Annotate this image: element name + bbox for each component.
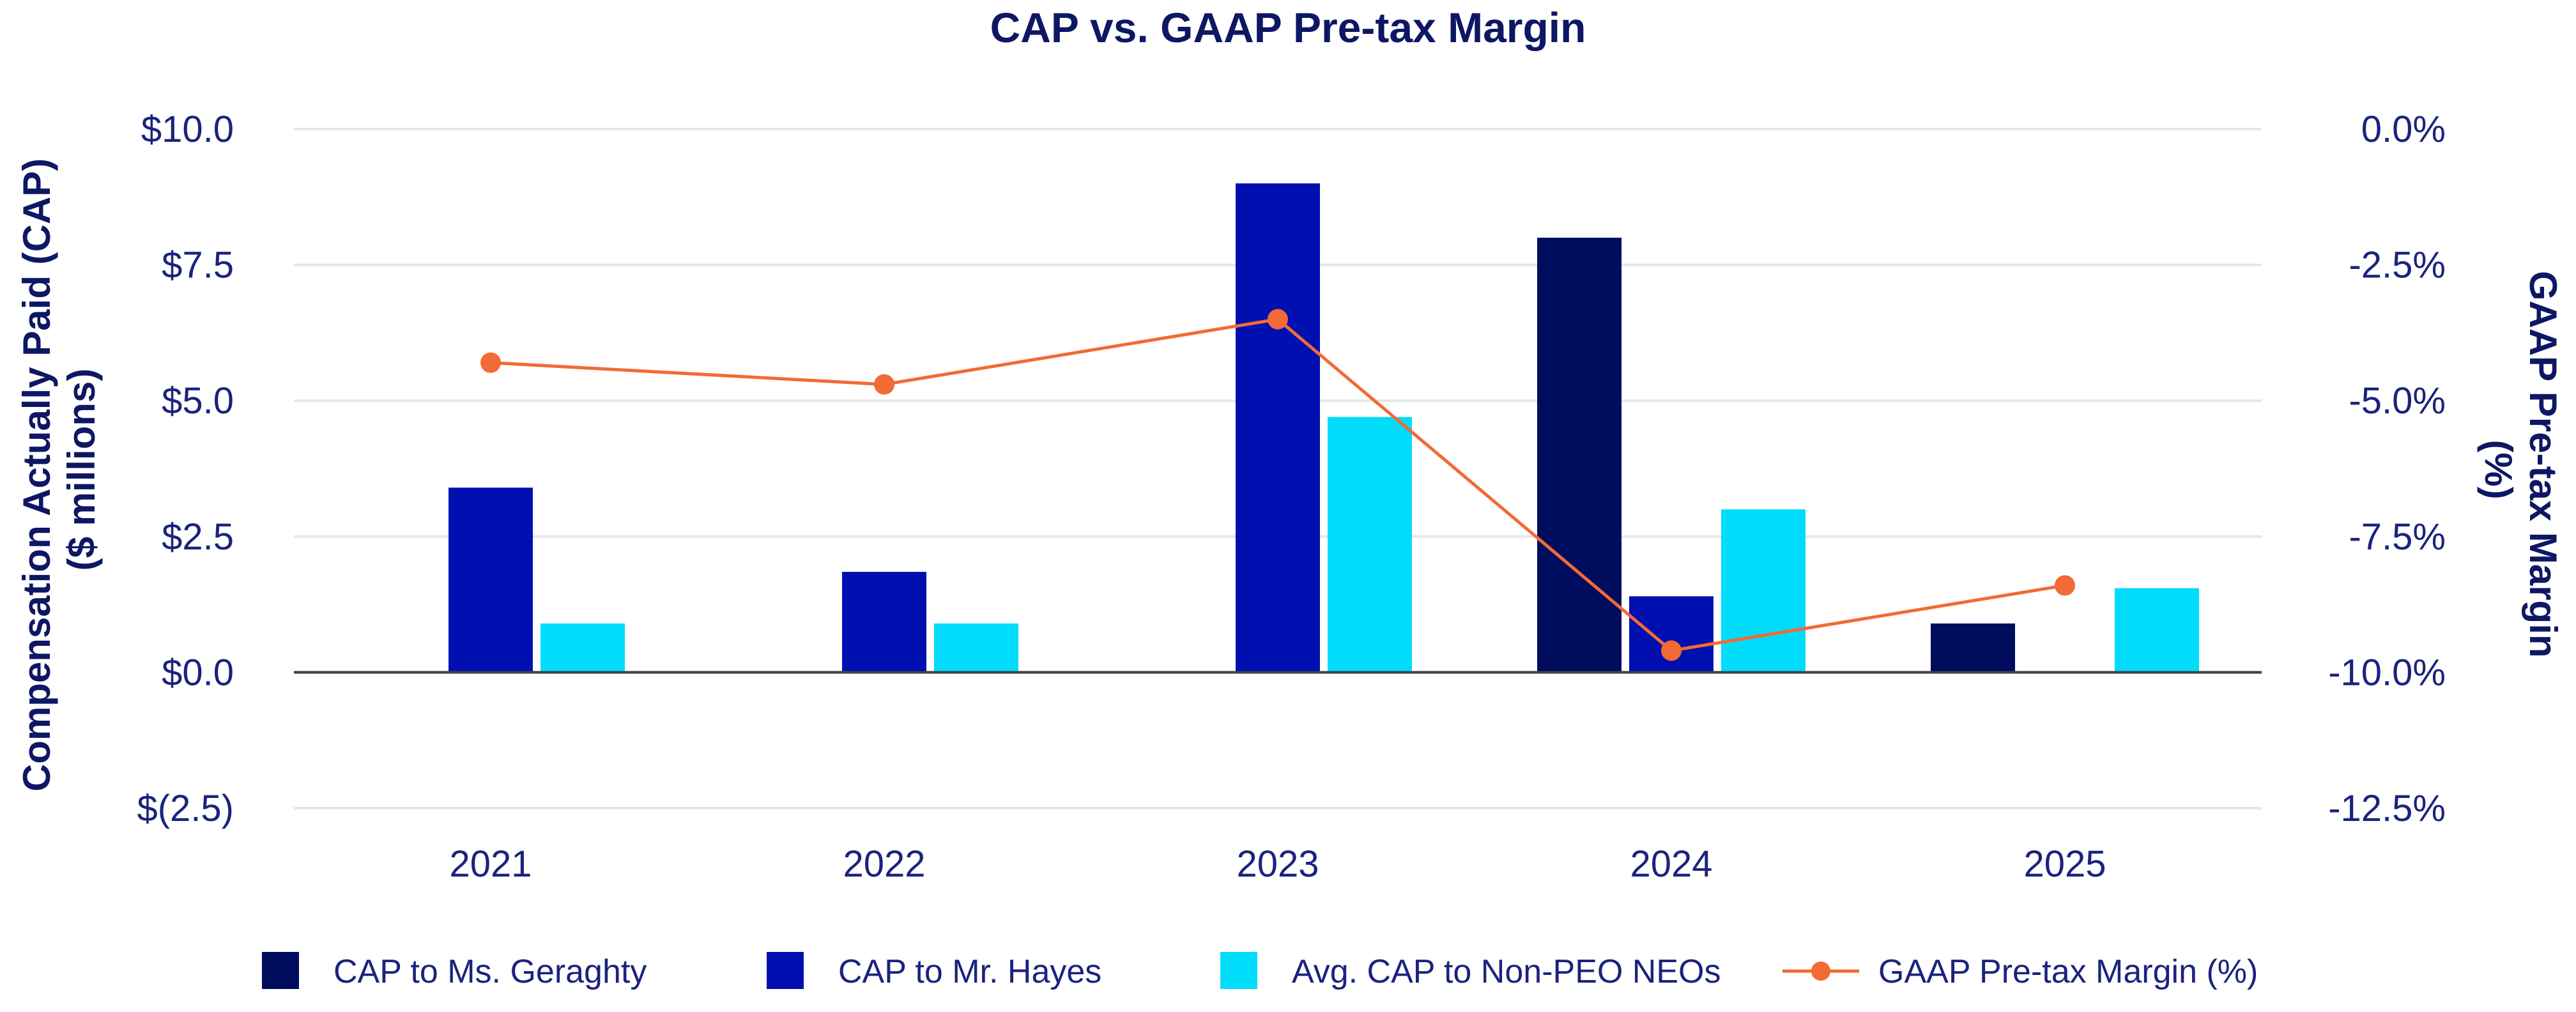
left-tick-label: $5.0	[162, 380, 234, 422]
x-tick-label: 2022	[843, 843, 925, 885]
left-axis-title: Compensation Actually Paid (CAP) ($ mill…	[15, 148, 103, 792]
margin-point-2022	[874, 374, 894, 395]
bar-cap-to-mr-hayes-2022	[842, 572, 926, 673]
legend-swatch	[262, 952, 299, 989]
bars	[294, 183, 2262, 674]
right-axis-title-line1: GAAP Pre-tax Margin	[2522, 271, 2564, 658]
legend-label: CAP to Ms. Geraghty	[334, 953, 647, 990]
margin-point-2024	[1661, 640, 1682, 661]
legend-label: CAP to Mr. Hayes	[838, 953, 1101, 990]
right-tick-label: -12.5%	[2328, 788, 2446, 829]
left-tick-label: $10.0	[141, 109, 234, 150]
bar-avg-cap-to-non-peo-neos-2023	[1328, 417, 1412, 673]
left-tick-label: $(2.5)	[137, 788, 234, 829]
bar-avg-cap-to-non-peo-neos-2024	[1721, 509, 1805, 673]
margin-line	[480, 309, 2075, 661]
chart-title: CAP vs. GAAP Pre-tax Margin	[990, 4, 1586, 51]
legend-marker	[1811, 962, 1830, 981]
bar-avg-cap-to-non-peo-neos-2021	[540, 623, 625, 673]
bar-cap-to-mr-hayes-2024	[1629, 596, 1713, 673]
bar-cap-to-ms-geraghty-2025	[1931, 623, 2015, 673]
left-axis-title-line1: Compensation Actually Paid (CAP)	[15, 158, 58, 792]
legend-label: Avg. CAP to Non-PEO NEOs	[1292, 953, 1721, 990]
legend: CAP to Ms. Geraghty CAP to Mr. Hayes Avg. …	[262, 952, 2258, 990]
legend-label: GAAP Pre-tax Margin (%)	[1878, 953, 2258, 990]
bar-cap-to-mr-hayes-2023	[1236, 183, 1320, 673]
margin-point-2023	[1268, 309, 1288, 330]
bar-avg-cap-to-non-peo-neos-2022	[934, 623, 1018, 673]
right-tick-label: -2.5%	[2349, 245, 2446, 286]
x-tick-label: 2024	[1630, 843, 1712, 885]
right-tick-label: 0.0%	[2361, 109, 2446, 150]
legend-swatch	[767, 952, 804, 989]
margin-point-2025	[2055, 575, 2075, 596]
right-axis-title: GAAP Pre-tax Margin (%)	[2477, 271, 2564, 668]
legend-swatch	[1220, 952, 1257, 989]
bar-cap-to-ms-geraghty-2024	[1537, 238, 1621, 673]
x-tick-label: 2023	[1236, 843, 1319, 885]
x-axis-ticks: 2021 2022 2023 2024 2025	[449, 843, 2106, 885]
left-tick-label: $2.5	[162, 516, 234, 558]
bar-cap-to-mr-hayes-2021	[448, 487, 533, 673]
x-tick-label: 2025	[2023, 843, 2106, 885]
right-axis-title-line2: (%)	[2477, 440, 2520, 499]
left-axis-ticks: $10.0 $7.5 $5.0 $2.5 $0.0 $(2.5)	[137, 109, 234, 829]
left-axis-title-line2: ($ millions)	[60, 369, 103, 571]
margin-point-2021	[480, 352, 501, 373]
left-tick-label: $0.0	[162, 652, 234, 693]
left-tick-label: $7.5	[162, 245, 234, 286]
bar-avg-cap-to-non-peo-neos-2025	[2115, 588, 2199, 673]
right-tick-label: -7.5%	[2349, 516, 2446, 558]
x-tick-label: 2021	[449, 843, 532, 885]
right-tick-label: -5.0%	[2349, 380, 2446, 422]
right-tick-label: -10.0%	[2328, 652, 2446, 693]
right-axis-ticks: 0.0% -2.5% -5.0% -7.5% -10.0% -12.5%	[2328, 109, 2446, 829]
